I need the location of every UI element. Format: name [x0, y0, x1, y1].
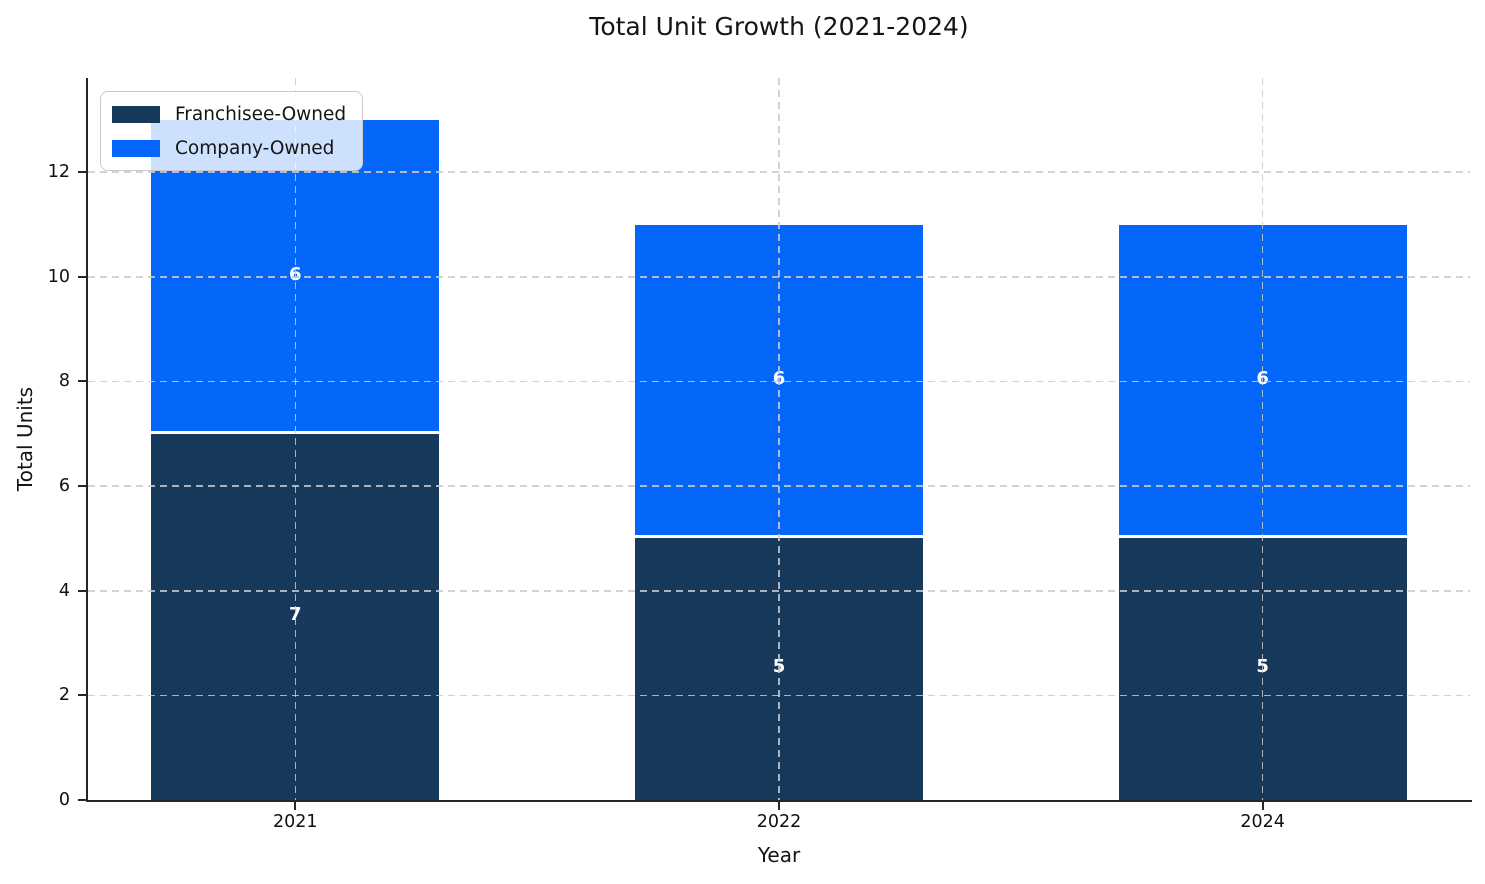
x-tick-mark [1261, 802, 1264, 810]
bar-value-label: 6 [772, 368, 786, 390]
y-tick-label: 2 [58, 685, 70, 706]
bar-value-label: 5 [1256, 656, 1269, 678]
y-tick-mark [78, 275, 86, 278]
x-tick-label: 2021 [273, 812, 318, 832]
y-tick-mark [78, 485, 86, 488]
y-tick-label: 4 [58, 580, 70, 601]
y-tick-mark [78, 380, 86, 383]
plot-area: 7 6 5 6 5 6 [88, 78, 1470, 800]
chart-title: Total Unit Growth (2021-2024) [589, 12, 969, 41]
y-tick-mark [78, 799, 86, 801]
x-tick-mark [778, 802, 780, 810]
x-tick-mark [294, 802, 297, 810]
bars-layer: 7 6 5 6 5 6 [88, 78, 1470, 800]
legend-item-franchisee-owned: Franchisee-Owned [112, 99, 346, 129]
y-tick-label: 0 [58, 790, 70, 810]
legend-label-company-owned: Company-Owned [175, 137, 335, 159]
y-axis-spine [86, 78, 88, 802]
bar-value-label: 7 [289, 603, 302, 625]
x-axis-spine [86, 800, 1472, 802]
y-tick-mark [78, 589, 86, 592]
legend-item-company-owned: Company-Owned [112, 133, 346, 163]
y-tick-label: 6 [58, 476, 70, 497]
bar-value-label: 6 [289, 263, 302, 285]
legend: Franchisee-Owned Company-Owned [100, 91, 364, 171]
x-tick-label: 2024 [1240, 812, 1285, 832]
y-tick-mark [78, 694, 86, 697]
company-owned-swatch [112, 139, 160, 157]
x-axis-title: Year [757, 843, 801, 867]
bar-value-label: 6 [1256, 368, 1269, 390]
y-tick-label: 10 [47, 266, 70, 287]
bar-value-label: 5 [772, 656, 786, 678]
y-tick-label: 12 [47, 162, 70, 183]
y-tick-label: 8 [58, 371, 70, 392]
legend-label-franchisee-owned: Franchisee-Owned [175, 103, 347, 125]
x-tick-label: 2022 [756, 812, 802, 832]
franchisee-owned-swatch [112, 105, 160, 123]
y-tick-mark [78, 171, 86, 174]
